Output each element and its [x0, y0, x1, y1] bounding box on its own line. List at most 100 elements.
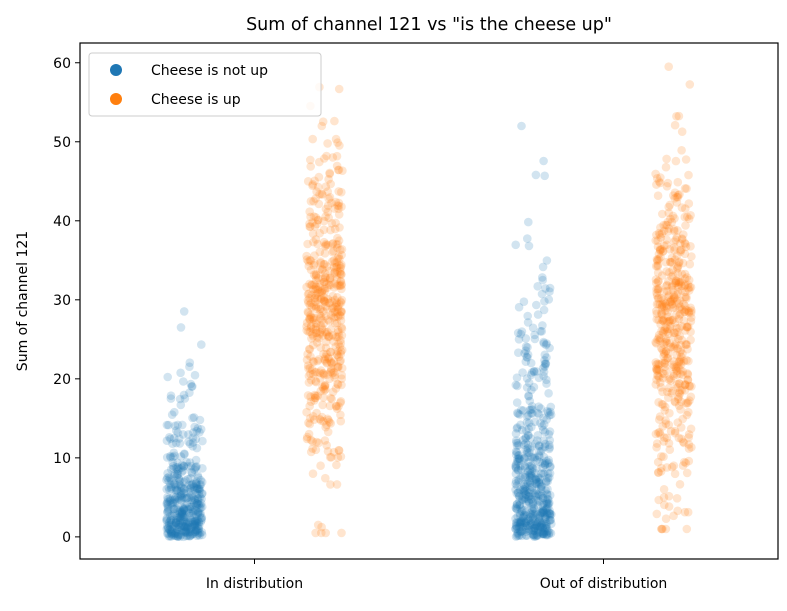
data-point — [675, 331, 684, 341]
data-point — [315, 414, 325, 424]
data-point — [659, 327, 668, 336]
data-point — [182, 531, 191, 541]
data-point — [169, 448, 179, 458]
data-point — [664, 290, 674, 300]
data-point — [191, 525, 200, 535]
data-point — [324, 175, 333, 184]
data-point — [684, 170, 693, 180]
data-point — [652, 309, 662, 319]
data-point — [521, 531, 531, 540]
data-point — [167, 524, 177, 534]
data-point — [681, 155, 691, 164]
data-point — [657, 294, 666, 303]
data-point — [311, 235, 321, 244]
data-point — [305, 313, 315, 323]
data-point — [311, 322, 321, 332]
data-point — [535, 479, 545, 489]
data-point — [530, 523, 539, 533]
data-point — [680, 307, 690, 317]
data-point — [659, 452, 668, 462]
data-point — [525, 396, 535, 406]
data-point — [334, 165, 344, 175]
data-point — [193, 515, 202, 525]
data-point — [307, 302, 317, 312]
data-point — [687, 252, 696, 261]
data-point — [673, 190, 683, 200]
data-point — [684, 456, 694, 466]
data-point — [172, 485, 181, 495]
data-point — [186, 515, 196, 525]
data-point — [163, 499, 172, 508]
data-point — [165, 494, 175, 503]
data-point — [193, 521, 202, 531]
data-point — [536, 327, 545, 336]
data-point — [674, 299, 684, 308]
data-point — [536, 481, 546, 491]
data-point — [666, 295, 676, 305]
data-point — [315, 247, 325, 257]
x-tick-label: In distribution — [206, 576, 303, 592]
data-point — [673, 177, 683, 187]
data-point — [512, 531, 522, 541]
data-point — [515, 509, 525, 519]
data-point — [515, 456, 525, 465]
data-point — [514, 465, 523, 475]
data-point — [524, 498, 534, 507]
data-point — [678, 461, 688, 470]
data-point — [670, 120, 680, 130]
data-point — [304, 257, 313, 266]
data-point — [675, 278, 684, 287]
data-point — [176, 368, 185, 378]
data-point — [524, 516, 534, 525]
data-point — [308, 229, 318, 239]
data-point — [541, 522, 550, 531]
data-point — [305, 414, 315, 423]
data-point — [676, 346, 686, 355]
data-point — [186, 483, 195, 492]
data-point — [177, 521, 187, 531]
axes-frame — [79, 42, 779, 560]
data-point — [332, 404, 342, 414]
data-point — [176, 522, 185, 532]
data-point — [528, 499, 538, 509]
data-point — [176, 400, 186, 410]
data-point — [172, 485, 182, 494]
data-point — [543, 408, 553, 417]
data-point — [194, 524, 204, 533]
data-point — [310, 280, 319, 289]
data-point — [308, 181, 317, 190]
data-point — [186, 504, 196, 514]
data-point — [677, 386, 687, 395]
data-point — [512, 398, 522, 407]
data-point — [333, 453, 343, 462]
data-point — [545, 508, 554, 518]
data-point — [172, 516, 181, 525]
data-point — [303, 296, 313, 305]
data-point — [667, 296, 677, 306]
data-point — [179, 462, 189, 471]
data-point — [532, 530, 542, 540]
data-point — [532, 477, 542, 487]
data-point — [516, 527, 525, 537]
data-point — [512, 441, 522, 451]
data-point — [527, 494, 536, 504]
data-point — [678, 235, 687, 244]
data-point — [671, 339, 680, 349]
data-point — [654, 228, 664, 238]
data-point — [536, 446, 546, 456]
data-point — [673, 263, 682, 272]
data-point — [538, 463, 547, 473]
data-point — [525, 509, 535, 518]
data-point — [312, 289, 322, 298]
data-point — [334, 327, 343, 337]
data-point — [319, 260, 329, 269]
data-point — [661, 306, 670, 316]
data-point — [336, 397, 346, 406]
data-point — [319, 369, 329, 378]
data-point — [686, 424, 696, 434]
data-point — [326, 347, 335, 357]
data-point — [657, 303, 667, 312]
data-point — [668, 315, 678, 325]
data-point — [530, 330, 539, 340]
data-point — [534, 373, 544, 383]
